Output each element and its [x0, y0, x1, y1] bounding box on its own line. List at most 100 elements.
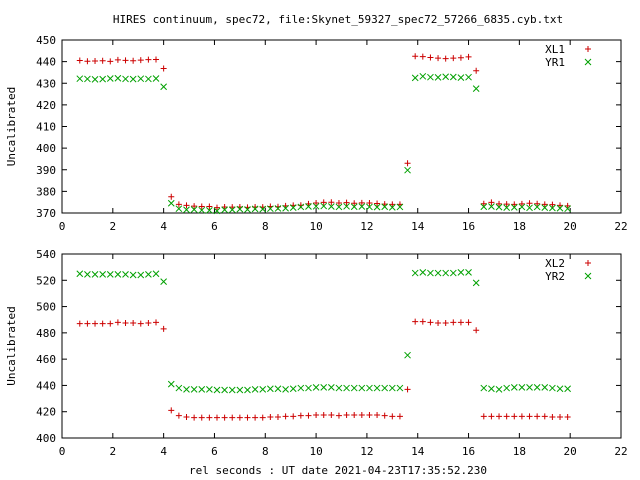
data-point	[84, 75, 91, 83]
data-point	[557, 413, 564, 420]
data-point	[510, 204, 518, 211]
data-point	[480, 384, 488, 392]
legend-marker	[584, 58, 592, 66]
data-point	[442, 269, 450, 277]
data-point	[549, 413, 556, 420]
data-point	[518, 384, 526, 391]
data-point	[351, 412, 358, 418]
y-tick-label: 440	[36, 379, 56, 392]
y-tick-label: 450	[36, 34, 56, 47]
data-point	[335, 200, 342, 207]
data-point	[167, 380, 175, 388]
data-point	[381, 384, 389, 392]
data-point	[389, 413, 396, 420]
data-point	[76, 75, 84, 83]
data-point	[244, 414, 251, 421]
data-point	[91, 76, 99, 83]
data-point	[427, 269, 434, 277]
data-point	[282, 413, 289, 420]
data-point	[312, 384, 320, 391]
data-point	[526, 204, 533, 212]
data-point	[206, 203, 213, 210]
data-point	[236, 414, 243, 421]
data-point	[556, 385, 564, 393]
data-point	[442, 55, 449, 62]
data-point	[274, 413, 281, 420]
data-point	[488, 413, 495, 420]
data-point	[106, 75, 114, 82]
data-point	[129, 75, 137, 83]
legend-label: XL2	[545, 257, 565, 270]
data-point	[465, 53, 472, 60]
y-tick-label: 500	[36, 301, 56, 314]
data-point	[320, 384, 328, 391]
data-point	[114, 56, 121, 63]
data-point	[366, 200, 373, 207]
data-point	[457, 54, 464, 61]
data-point	[183, 413, 190, 420]
y-tick-label: 430	[36, 77, 56, 90]
data-point	[160, 65, 167, 72]
data-point	[99, 75, 107, 83]
data-point	[373, 384, 381, 392]
data-point	[297, 384, 305, 392]
y-tick-label: 390	[36, 164, 56, 177]
data-point	[388, 204, 396, 211]
data-point	[92, 57, 99, 64]
x-tick-label: 14	[411, 220, 425, 233]
data-point	[221, 206, 228, 214]
data-point	[457, 269, 465, 276]
data-point	[473, 67, 480, 74]
data-point	[503, 204, 511, 211]
data-point	[107, 320, 114, 327]
data-point	[526, 413, 533, 420]
data-point	[183, 206, 190, 214]
data-point	[122, 57, 129, 64]
data-point	[213, 204, 220, 211]
y-axis-label: Uncalibrated	[5, 87, 18, 166]
data-point	[488, 385, 495, 393]
data-point	[251, 386, 259, 393]
data-point	[472, 279, 480, 287]
data-point	[244, 386, 251, 394]
data-point	[190, 386, 198, 393]
data-point	[213, 207, 221, 215]
data-point	[282, 204, 289, 212]
y-tick-label: 380	[36, 185, 56, 198]
x-tick-label: 10	[309, 445, 322, 458]
data-point	[274, 385, 282, 393]
data-point	[350, 203, 358, 211]
x-tick-label: 8	[262, 445, 269, 458]
data-point	[152, 270, 160, 278]
data-point	[160, 278, 167, 285]
data-point	[213, 386, 221, 394]
data-point	[137, 75, 145, 83]
data-point	[320, 412, 327, 418]
data-point	[99, 271, 107, 278]
legend-label: YR2	[545, 270, 565, 283]
data-point	[153, 56, 160, 63]
data-point	[289, 385, 297, 393]
data-point	[396, 203, 404, 211]
data-point	[549, 384, 556, 392]
data-point	[389, 201, 396, 208]
data-point	[153, 319, 160, 326]
data-point	[244, 206, 251, 213]
data-point	[198, 414, 205, 421]
x-tick-label: 8	[262, 220, 269, 233]
data-point	[450, 319, 457, 326]
data-point	[564, 385, 571, 393]
data-point	[343, 199, 350, 206]
data-point	[503, 201, 510, 208]
data-point	[358, 412, 365, 418]
data-point	[236, 205, 244, 213]
data-point	[511, 413, 518, 420]
data-point	[175, 384, 183, 392]
data-point	[534, 200, 541, 207]
legend-marker	[585, 46, 591, 52]
data-point	[549, 201, 556, 208]
data-point	[411, 269, 419, 277]
data-point	[221, 386, 228, 394]
data-point	[259, 205, 267, 213]
